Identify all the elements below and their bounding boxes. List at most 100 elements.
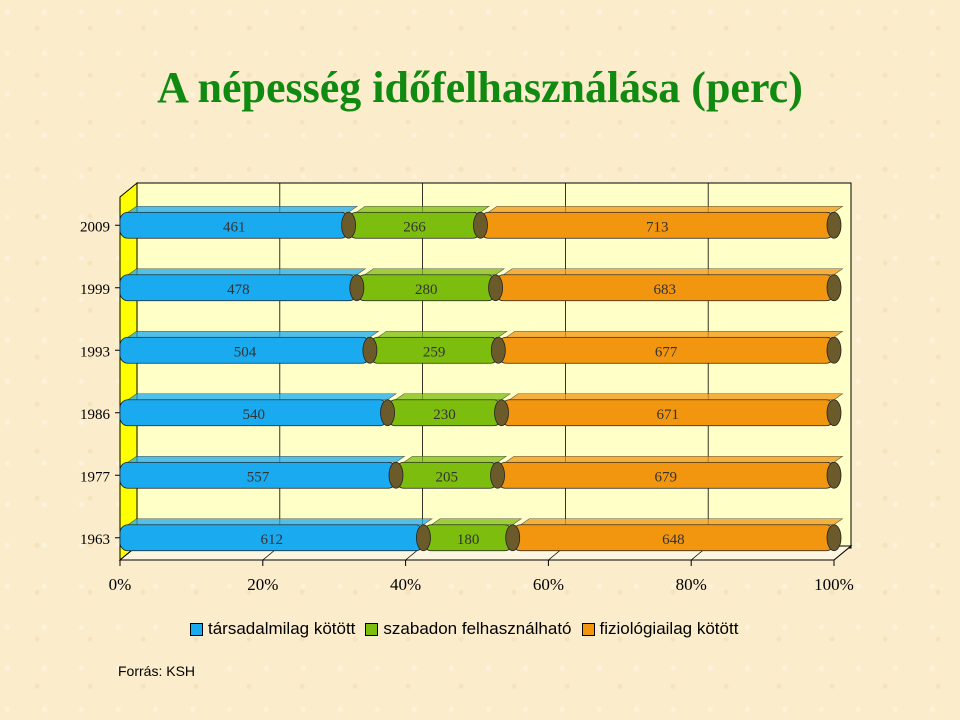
data-label: 612: [260, 532, 283, 548]
legend-item: társadalmilag kötött: [190, 619, 355, 639]
bar-end-cap: [416, 524, 431, 552]
data-label: 713: [646, 219, 669, 235]
bar-top-face: [403, 455, 508, 463]
data-label: 504: [234, 344, 257, 360]
data-label: 677: [655, 344, 678, 360]
data-label: 540: [243, 407, 266, 423]
side-wall: [119, 181, 138, 562]
bar-end-cap: [341, 211, 356, 239]
bar-top-face: [430, 518, 523, 526]
bar-segment: [495, 268, 844, 302]
data-label: 280: [415, 282, 438, 298]
bar-top-face: [127, 455, 406, 463]
legend-label: fiziológiailag kötött: [599, 619, 739, 638]
bar-end-cap: [505, 524, 521, 552]
chart-walls: [118, 181, 853, 562]
x-tick-label: 0%: [109, 575, 132, 594]
bar-segment: [497, 455, 844, 489]
bar-end-cap: [349, 274, 365, 302]
bar-segment: [348, 205, 490, 239]
legend-swatch: [581, 622, 595, 636]
data-label: 259: [423, 344, 446, 360]
bar-segment: [369, 330, 508, 364]
data-label: 671: [657, 407, 680, 423]
chart-title: A népesség időfelhasználása (perc): [157, 63, 803, 112]
bar-top-face: [127, 518, 433, 526]
bar-top-face: [127, 330, 380, 338]
bar-segment: [423, 518, 523, 552]
bar-segment: [119, 268, 367, 302]
y-tick-label: 2009: [80, 219, 110, 235]
y-tick-label: 1999: [80, 282, 110, 298]
bar-segment: [119, 455, 406, 489]
bar-end-cap: [388, 461, 404, 489]
bar-top-face: [502, 268, 844, 276]
bar-top-face: [504, 455, 844, 463]
bar-end-cap: [473, 211, 488, 239]
bar-end-cap: [490, 336, 506, 364]
data-label: 205: [436, 469, 459, 485]
data-label: 557: [247, 469, 270, 485]
legend-item: fiziológiailag kötött: [581, 619, 739, 639]
bar-segment: [119, 205, 359, 239]
bar-end-cap: [494, 399, 509, 427]
legend-swatch: [365, 622, 379, 636]
y-tick-label: 1977: [80, 469, 111, 485]
chart-labels: 0% 20% 40% 60% 80% 100% 2009 713 266 461 1999 683 28…: [80, 219, 854, 594]
bar-top-face: [363, 268, 506, 276]
x-tick-label: 20%: [247, 575, 278, 594]
data-label: 478: [227, 282, 250, 298]
legend-item: szabadon felhasználható: [365, 619, 572, 639]
bar-top-face: [508, 393, 844, 401]
chart-legend: társadalmilag kötött szabadon felhasználh…: [190, 618, 738, 640]
bar-top-face: [376, 330, 508, 338]
bar-end-cap: [826, 461, 842, 489]
bar-top-face: [127, 205, 359, 213]
data-label: 461: [223, 219, 246, 235]
data-label: 679: [655, 469, 678, 485]
y-tick-label: 1993: [80, 344, 110, 360]
data-label: 683: [654, 282, 677, 298]
bar-end-cap: [826, 274, 842, 302]
bar-segment: [501, 393, 844, 427]
bar-segment: [480, 205, 844, 239]
chart-bars: [119, 205, 844, 552]
legend-swatch: [190, 622, 203, 636]
legend-label: társadalmilag kötött: [208, 619, 356, 638]
data-label: 230: [433, 407, 456, 423]
x-tick-label: 100%: [814, 575, 854, 594]
bar-top-face: [487, 205, 844, 213]
y-tick-label: 1986: [80, 407, 111, 423]
bar-end-cap: [826, 399, 842, 427]
bar-end-cap: [362, 336, 378, 364]
bar-top-face: [127, 268, 367, 276]
data-label: 180: [457, 532, 480, 548]
bar-segment: [119, 518, 433, 552]
bar-end-cap: [490, 461, 505, 489]
bar-top-face: [355, 205, 490, 213]
bar-segment: [356, 268, 506, 302]
floor-gridline: [833, 545, 852, 561]
x-tick-label: 80%: [676, 575, 707, 594]
bar-segment: [497, 330, 844, 364]
bar-segment: [512, 518, 844, 552]
bar-top-face: [127, 393, 398, 401]
bar-segment: [119, 393, 398, 427]
x-tick-label: 40%: [390, 575, 421, 594]
data-label: 266: [403, 219, 426, 235]
bar-end-cap: [826, 211, 842, 239]
bar-end-cap: [826, 524, 842, 552]
bar-end-cap: [488, 274, 503, 302]
data-label: 648: [662, 532, 685, 548]
legend-label: szabadon felhasználható: [383, 619, 572, 638]
x-tick-label: 60%: [533, 575, 564, 594]
bar-end-cap: [380, 399, 395, 427]
bar-top-face: [519, 518, 844, 526]
source-note: Forrás: KSH: [118, 663, 196, 679]
y-tick-label: 1963: [80, 532, 110, 548]
bar-segment: [119, 330, 380, 364]
bar-top-face: [505, 330, 844, 338]
bar-end-cap: [826, 336, 842, 364]
bar-top-face: [394, 393, 511, 401]
